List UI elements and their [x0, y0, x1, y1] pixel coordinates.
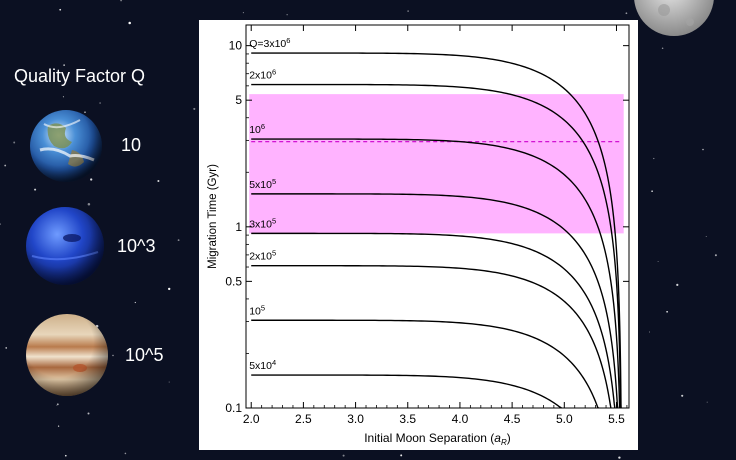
star [706, 401, 708, 403]
series-curve [251, 138, 621, 409]
star [90, 178, 93, 181]
series-label: 2x106 [249, 68, 276, 82]
migration-time-chart: Q=3x1062x1061065x1053x1052x1051055x1042.… [207, 24, 630, 447]
star [714, 254, 717, 257]
star [177, 239, 180, 242]
star [99, 102, 101, 104]
star [657, 261, 659, 262]
star [649, 331, 650, 333]
x-axis-label: Initial Moon Separation (aR) [364, 431, 511, 447]
star [400, 454, 403, 457]
neptune-q-label: 10^3 [117, 236, 156, 256]
star [4, 164, 7, 167]
x-tick-label: 5.0 [556, 412, 573, 426]
neptune-icon [26, 207, 104, 285]
x-tick-label: 2.5 [295, 412, 312, 426]
star [63, 64, 65, 66]
star [13, 141, 16, 144]
star [168, 287, 171, 291]
star [16, 69, 20, 73]
moon-crater [686, 18, 694, 26]
star [56, 403, 59, 406]
star [120, 0, 123, 2]
star [124, 452, 127, 455]
y-tick-label: 0.1 [225, 401, 242, 415]
x-tick-label: 3.0 [347, 412, 364, 426]
moon-icon [634, 0, 714, 36]
moon-crater [658, 4, 670, 16]
star [134, 301, 136, 304]
star [128, 21, 131, 25]
series-curve [251, 265, 612, 409]
jupiter-icon [26, 314, 108, 396]
star [342, 454, 345, 457]
star [666, 310, 668, 313]
quality-factor-title: Quality Factor Q [14, 66, 146, 86]
star [57, 425, 60, 427]
earth-icon [30, 110, 102, 182]
star [681, 394, 684, 397]
star [62, 96, 64, 98]
star [625, 12, 628, 15]
series-curve [251, 52, 622, 409]
star [56, 404, 58, 406]
x-tick-label: 5.5 [608, 412, 625, 426]
star [407, 10, 409, 12]
star [705, 236, 707, 238]
series-label: 5x105 [249, 177, 276, 191]
star [618, 456, 621, 459]
star [34, 188, 37, 191]
series-label: 5x104 [249, 358, 276, 372]
star [64, 454, 67, 457]
y-tick-label: 1 [235, 220, 242, 234]
star [136, 139, 138, 141]
star [286, 14, 288, 16]
star [146, 242, 148, 244]
star [242, 12, 244, 14]
x-tick-label: 4.5 [504, 412, 521, 426]
series-label: 3x105 [249, 216, 276, 230]
star [653, 157, 655, 160]
star [84, 111, 86, 113]
series-curve [251, 83, 622, 409]
star [112, 354, 114, 357]
star [59, 8, 62, 11]
series-curve [251, 319, 600, 409]
star [651, 190, 653, 193]
series-label: 105 [249, 303, 265, 317]
star [193, 107, 196, 110]
star [676, 283, 679, 287]
series-label: Q=3x106 [249, 36, 290, 50]
star [0, 223, 1, 225]
series-curve [251, 374, 562, 409]
y-tick-label: 5 [235, 93, 242, 107]
highlight-band [249, 94, 624, 234]
y-tick-label: 0.5 [225, 274, 242, 288]
star [661, 47, 664, 49]
series-label: 106 [249, 122, 265, 136]
star [702, 148, 704, 151]
series-label: 2x105 [249, 249, 276, 263]
y-tick-label: 10 [229, 39, 243, 53]
star [168, 381, 170, 383]
x-tick-label: 2.0 [243, 412, 260, 426]
earth-q-label: 10 [121, 135, 142, 155]
star [5, 347, 8, 349]
plot-frame [245, 24, 630, 409]
y-axis-label: Migration Time (Gyr) [207, 164, 219, 269]
series-curve [251, 232, 616, 409]
x-tick-label: 3.5 [399, 412, 416, 426]
star [157, 179, 160, 183]
star [87, 412, 90, 415]
series-curve [251, 193, 619, 409]
star [87, 203, 91, 206]
jupiter-q-label: 10^5 [125, 345, 164, 365]
x-tick-label: 4.0 [452, 412, 469, 426]
chart-panel: Q=3x106 2x106 106 5x105 3x105 2x105 105 5x104 2.… [199, 20, 638, 450]
